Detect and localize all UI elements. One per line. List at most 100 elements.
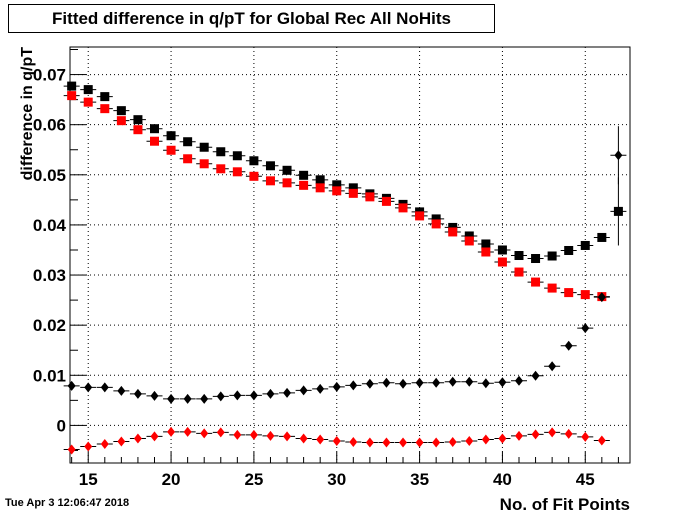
x-tick-label: 40 [493,470,512,489]
data-point-square [514,251,524,261]
data-point-diamond [100,382,109,393]
grid-lines [70,47,630,463]
data-point-diamond [183,393,192,404]
data-point-square [133,125,143,135]
data-point-diamond [365,378,374,389]
data-point-square [100,104,110,114]
data-point-diamond [564,340,573,351]
data-point-diamond [67,380,76,391]
data-point-square [183,154,193,164]
data-point-square [332,186,342,196]
data-point-diamond [332,435,341,446]
data-point-diamond [564,428,573,439]
x-tick-label: 25 [244,470,263,489]
series-2 [63,126,627,404]
data-point-diamond [299,385,308,396]
data-point-diamond [432,437,441,448]
data-point-diamond [249,390,258,401]
data-point-square [332,180,342,190]
data-point-square [381,196,391,206]
data-point-diamond [150,390,159,401]
data-point-square [398,203,408,213]
data-point-diamond [548,361,557,372]
data-point-square [564,245,574,255]
axes: 15 20 25 30 35 40 45 0 0.01 0.02 0.03 0.04 0.05 0.06 0… [33,49,619,489]
data-point-square [83,97,93,107]
data-point-square [166,145,176,155]
data-point-square [613,206,623,216]
data-point-diamond [233,429,242,440]
x-tick-label: 35 [410,470,429,489]
data-point-diamond [481,378,490,389]
data-point-diamond [299,433,308,444]
data-point-diamond [465,435,474,446]
y-tick-label: 0.05 [33,166,66,185]
data-point-diamond [316,434,325,445]
data-point-square [199,159,209,169]
data-point-diamond [514,375,523,386]
y-tick-label: 0.01 [33,366,66,385]
data-point-diamond [183,426,192,437]
data-point-square [83,85,93,95]
data-point-diamond [465,376,474,387]
data-point-square [67,91,77,101]
data-point-square [299,170,309,180]
y-tick-label: 0.07 [33,66,66,85]
data-point-square [531,277,541,287]
data-point-square [299,180,309,190]
data-point-diamond [150,431,159,442]
data-point-diamond [249,429,258,440]
data-point-square [199,142,209,152]
data-point-diamond [614,150,623,161]
data-point-diamond [84,441,93,452]
data-point-square [232,167,242,177]
series-3 [63,426,610,455]
data-point-square [464,231,474,241]
data-point-diamond [133,388,142,399]
data-point-diamond [117,436,126,447]
data-point-diamond [597,292,606,303]
data-point-diamond [382,377,391,388]
data-point-diamond [432,377,441,388]
data-point-diamond [548,427,557,438]
data-point-diamond [332,381,341,392]
data-point-diamond [481,434,490,445]
data-point-square [249,156,259,166]
data-point-diamond [349,436,358,447]
y-axis-label: difference in q/pT [19,47,36,181]
data-point-square [348,188,358,198]
y-tick-label: 0 [57,416,66,435]
data-point-diamond [167,393,176,404]
data-point-square [100,92,110,102]
data-point-square [547,283,557,293]
data-point-square [531,254,541,264]
data-point-diamond [117,385,126,396]
data-point-square [481,247,491,257]
data-point-diamond [514,430,523,441]
data-point-square [282,178,292,188]
data-point-diamond [216,427,225,438]
data-point-square [216,164,226,174]
x-tick-label: 20 [162,470,181,489]
data-point-square [547,251,557,261]
data-point-diamond [365,437,374,448]
data-point-square [149,136,159,146]
data-point-diamond [316,383,325,394]
y-tick-label: 0.06 [33,116,66,135]
y-tick-label: 0.02 [33,316,66,335]
data-point-square [232,151,242,161]
data-point-diamond [167,426,176,437]
data-point-diamond [283,387,292,398]
data-point-square [497,245,507,255]
data-point-square [265,161,275,171]
y-tick-label: 0.03 [33,266,66,285]
data-point-diamond [133,433,142,444]
data-point-diamond [382,437,391,448]
data-point-square [481,239,491,249]
data-point-diamond [597,435,606,446]
data-point-square [415,211,425,221]
chart-title: Fitted difference in q/pT for Global Rec… [8,4,495,33]
data-point-diamond [498,377,507,388]
data-point-diamond [415,377,424,388]
